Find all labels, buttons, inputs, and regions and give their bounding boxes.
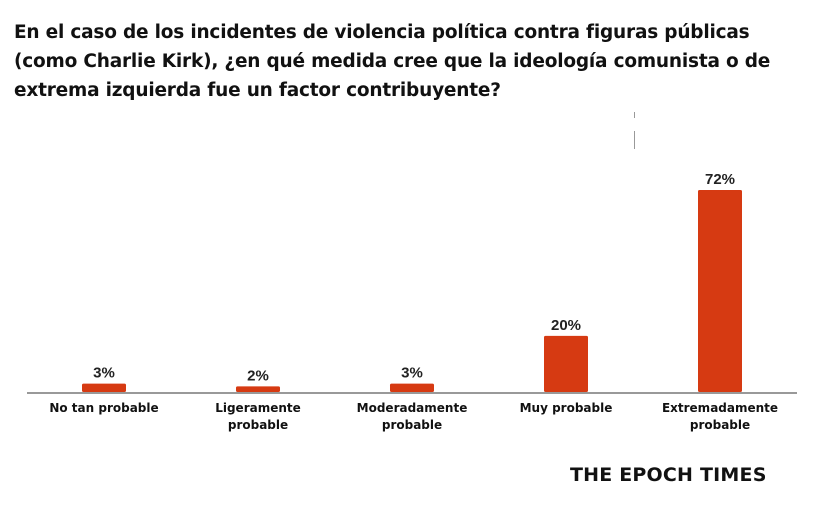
category-tick-label: Muy probable (520, 401, 613, 415)
data-label: 2% (247, 367, 269, 384)
data-label: 20% (551, 317, 581, 334)
bar (236, 386, 280, 392)
category-tick-label: probable (228, 418, 288, 432)
category-tick-label: probable (690, 418, 750, 432)
category-tick-label: Extremadamente (662, 401, 778, 415)
bar (698, 190, 742, 392)
stray-mark (634, 131, 635, 149)
data-label: 3% (401, 365, 423, 382)
chart-title: En el caso de los incidentes de violenci… (14, 22, 771, 101)
bar (390, 383, 434, 392)
stray-mark (634, 112, 635, 118)
bar (544, 335, 588, 392)
category-tick-label: Moderadamente (357, 401, 468, 415)
data-label: 3% (93, 365, 115, 382)
source-logo: THE EPOCH TIMES (570, 464, 767, 486)
bar (82, 383, 126, 392)
data-label: 72% (705, 171, 735, 188)
category-tick-label: Ligeramente (215, 401, 301, 415)
category-tick-label: No tan probable (49, 401, 158, 415)
category-tick-label: probable (382, 418, 442, 432)
